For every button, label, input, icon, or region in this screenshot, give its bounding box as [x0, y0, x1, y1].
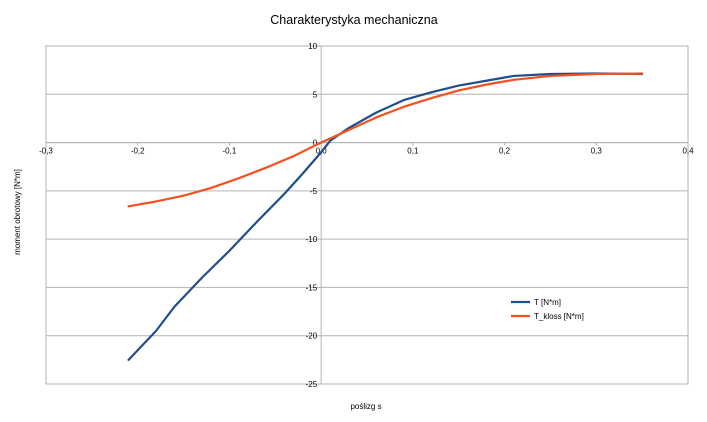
x-tick-label: 0,1: [407, 147, 419, 156]
legend-label-1: T [N*m]: [534, 298, 561, 307]
y-tick-label: -20: [306, 332, 318, 341]
chart-title: Charakterystyka mechaniczna: [270, 13, 437, 27]
y-tick-label: -15: [306, 283, 318, 292]
x-tick-label: 0,4: [682, 147, 694, 156]
y-tick-labels: 10 5 0 -5 -10 -15 -20 -25: [306, 42, 318, 389]
x-tick-label: -0,1: [223, 147, 237, 156]
y-tick-label: -5: [310, 187, 318, 196]
series-lines: [127, 72, 644, 361]
x-tick-label: 0,3: [591, 147, 603, 156]
axes: [45, 46, 689, 384]
plot-area-frame: [45, 45, 689, 385]
x-tick-label: -0,2: [131, 147, 145, 156]
legend-label-2: T_kloss [N*m]: [534, 312, 584, 321]
y-axis-label: moment obrotowy [N*m]: [13, 169, 22, 255]
y-tick-label: 10: [308, 42, 317, 51]
x-tick-label: -0,3: [39, 147, 53, 156]
y-tick-label: -10: [306, 235, 318, 244]
legend: T [N*m] T_kloss [N*m]: [511, 298, 584, 321]
y-tick-label: -25: [306, 380, 318, 389]
x-tick-label: 0,2: [499, 147, 511, 156]
x-axis-label: poślizg s: [350, 402, 381, 411]
series-line-2: [127, 72, 644, 208]
y-tick-label: 0: [313, 139, 318, 148]
y-tick-label: 5: [313, 90, 318, 99]
